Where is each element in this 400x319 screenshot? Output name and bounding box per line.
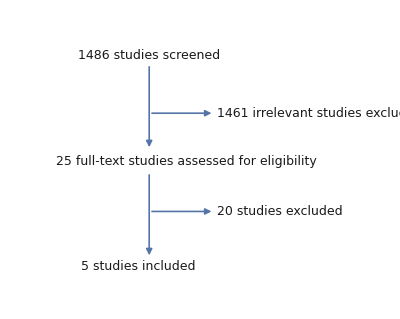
Text: 5 studies included: 5 studies included	[81, 260, 196, 273]
Text: 1461 irrelevant studies excluded: 1461 irrelevant studies excluded	[218, 107, 400, 120]
Text: 25 full-text studies assessed for eligibility: 25 full-text studies assessed for eligib…	[56, 155, 317, 167]
Text: 1486 studies screened: 1486 studies screened	[78, 49, 220, 62]
Text: 20 studies excluded: 20 studies excluded	[218, 205, 343, 218]
